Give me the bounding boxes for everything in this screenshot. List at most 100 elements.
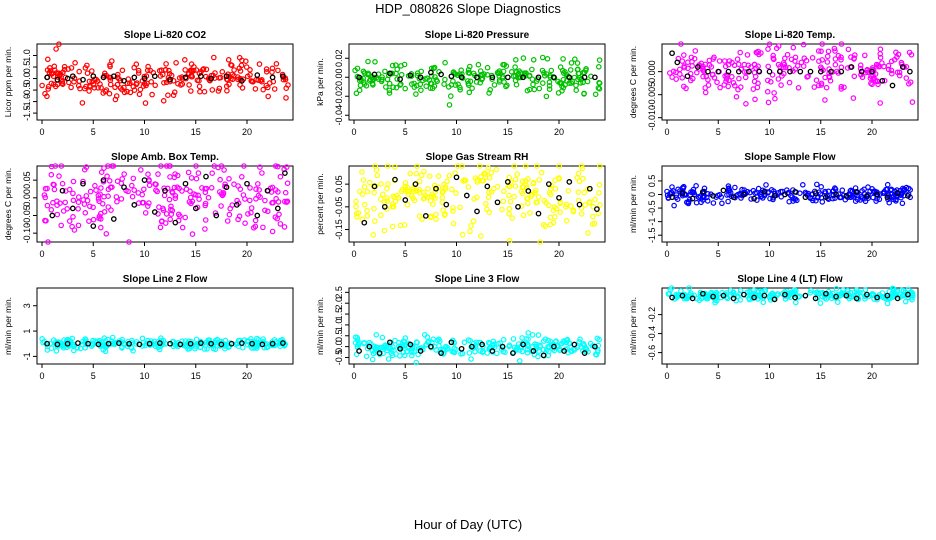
data-point bbox=[187, 67, 194, 74]
data-point bbox=[574, 60, 581, 66]
reference-point bbox=[520, 74, 526, 81]
data-point bbox=[447, 93, 454, 99]
data-point bbox=[224, 88, 230, 94]
data-point bbox=[792, 299, 799, 306]
data-point bbox=[742, 74, 749, 81]
reference-point bbox=[412, 181, 419, 187]
data-point bbox=[209, 87, 216, 93]
reference-point bbox=[402, 197, 409, 203]
data-point bbox=[683, 199, 690, 206]
data-point bbox=[430, 65, 437, 72]
data-point bbox=[834, 299, 841, 306]
reference-point bbox=[884, 194, 891, 201]
data-point bbox=[283, 95, 289, 101]
x-tick-label: 10 bbox=[451, 127, 461, 137]
y-tick-label: -1.0 bbox=[22, 94, 32, 110]
x-tick-label: 10 bbox=[451, 371, 461, 381]
data-point bbox=[218, 203, 224, 209]
data-point bbox=[752, 96, 758, 103]
data-point bbox=[160, 207, 167, 213]
reference-point bbox=[167, 340, 173, 347]
data-point bbox=[708, 64, 715, 70]
data-point bbox=[391, 164, 398, 170]
data-point bbox=[284, 198, 291, 205]
data-point bbox=[365, 70, 372, 77]
data-point bbox=[48, 171, 55, 178]
data-point bbox=[117, 85, 124, 91]
data-point bbox=[121, 171, 128, 177]
reference-point bbox=[905, 291, 911, 298]
data-point bbox=[453, 190, 459, 196]
y-tick-label: 1.0 bbox=[334, 319, 344, 332]
data-point bbox=[461, 177, 468, 183]
reference-series bbox=[49, 170, 288, 229]
data-point bbox=[560, 76, 567, 83]
data-point bbox=[187, 194, 194, 201]
data-point bbox=[168, 206, 174, 213]
data-point bbox=[536, 348, 542, 355]
y-tick-label: 0 bbox=[647, 192, 657, 197]
data-point bbox=[689, 189, 696, 195]
data-point bbox=[884, 181, 891, 188]
data-point bbox=[567, 203, 574, 209]
data-point bbox=[379, 334, 386, 341]
data-point bbox=[474, 179, 481, 185]
reference-point bbox=[167, 76, 173, 83]
data-point bbox=[735, 191, 741, 198]
data-point bbox=[401, 342, 407, 348]
reference-point bbox=[177, 341, 184, 348]
reference-point bbox=[453, 174, 460, 181]
data-point bbox=[857, 65, 864, 72]
data-point bbox=[688, 54, 695, 61]
reference-point bbox=[417, 74, 424, 81]
data-point bbox=[75, 222, 82, 229]
data-point bbox=[364, 207, 370, 214]
data-point bbox=[765, 99, 772, 106]
data-point bbox=[384, 195, 390, 201]
data-point bbox=[592, 196, 598, 203]
data-point bbox=[875, 62, 881, 68]
reference-point bbox=[494, 199, 501, 206]
data-point bbox=[691, 55, 698, 62]
data-point bbox=[359, 169, 365, 175]
reference-point bbox=[282, 170, 288, 176]
data-point bbox=[277, 221, 284, 227]
data-point bbox=[81, 166, 88, 173]
data-point bbox=[185, 169, 192, 176]
x-axis: 0 5 10 15 20 bbox=[39, 364, 252, 381]
reference-point bbox=[720, 292, 727, 299]
data-point bbox=[48, 207, 55, 213]
data-point bbox=[170, 92, 177, 99]
reference-point bbox=[269, 74, 276, 81]
reference-point bbox=[90, 73, 97, 80]
data-point bbox=[382, 68, 388, 75]
data-point bbox=[506, 342, 513, 349]
data-point bbox=[421, 168, 427, 175]
data-point bbox=[194, 77, 201, 84]
data-point bbox=[851, 55, 857, 61]
data-point bbox=[838, 54, 844, 61]
data-point bbox=[888, 70, 895, 77]
data-point bbox=[163, 211, 170, 217]
x-tick-label: 20 bbox=[242, 127, 252, 137]
data-point bbox=[450, 205, 456, 211]
data-point bbox=[886, 199, 893, 206]
data-point bbox=[384, 198, 391, 204]
reference-point bbox=[504, 74, 511, 81]
data-point bbox=[474, 177, 481, 183]
reference-point bbox=[54, 76, 61, 83]
data-point bbox=[226, 176, 232, 182]
data-point bbox=[770, 56, 777, 63]
data-point bbox=[516, 347, 523, 353]
data-point bbox=[166, 67, 172, 74]
data-point bbox=[733, 94, 740, 100]
data-point bbox=[42, 90, 48, 97]
data-point bbox=[262, 197, 268, 204]
data-point bbox=[905, 81, 912, 87]
y-axis-label: ml/min per min. bbox=[315, 297, 325, 355]
data-point bbox=[281, 224, 288, 230]
reference-point bbox=[182, 180, 189, 187]
data-point bbox=[525, 176, 531, 182]
data-point bbox=[367, 76, 374, 83]
data-point bbox=[575, 76, 581, 83]
